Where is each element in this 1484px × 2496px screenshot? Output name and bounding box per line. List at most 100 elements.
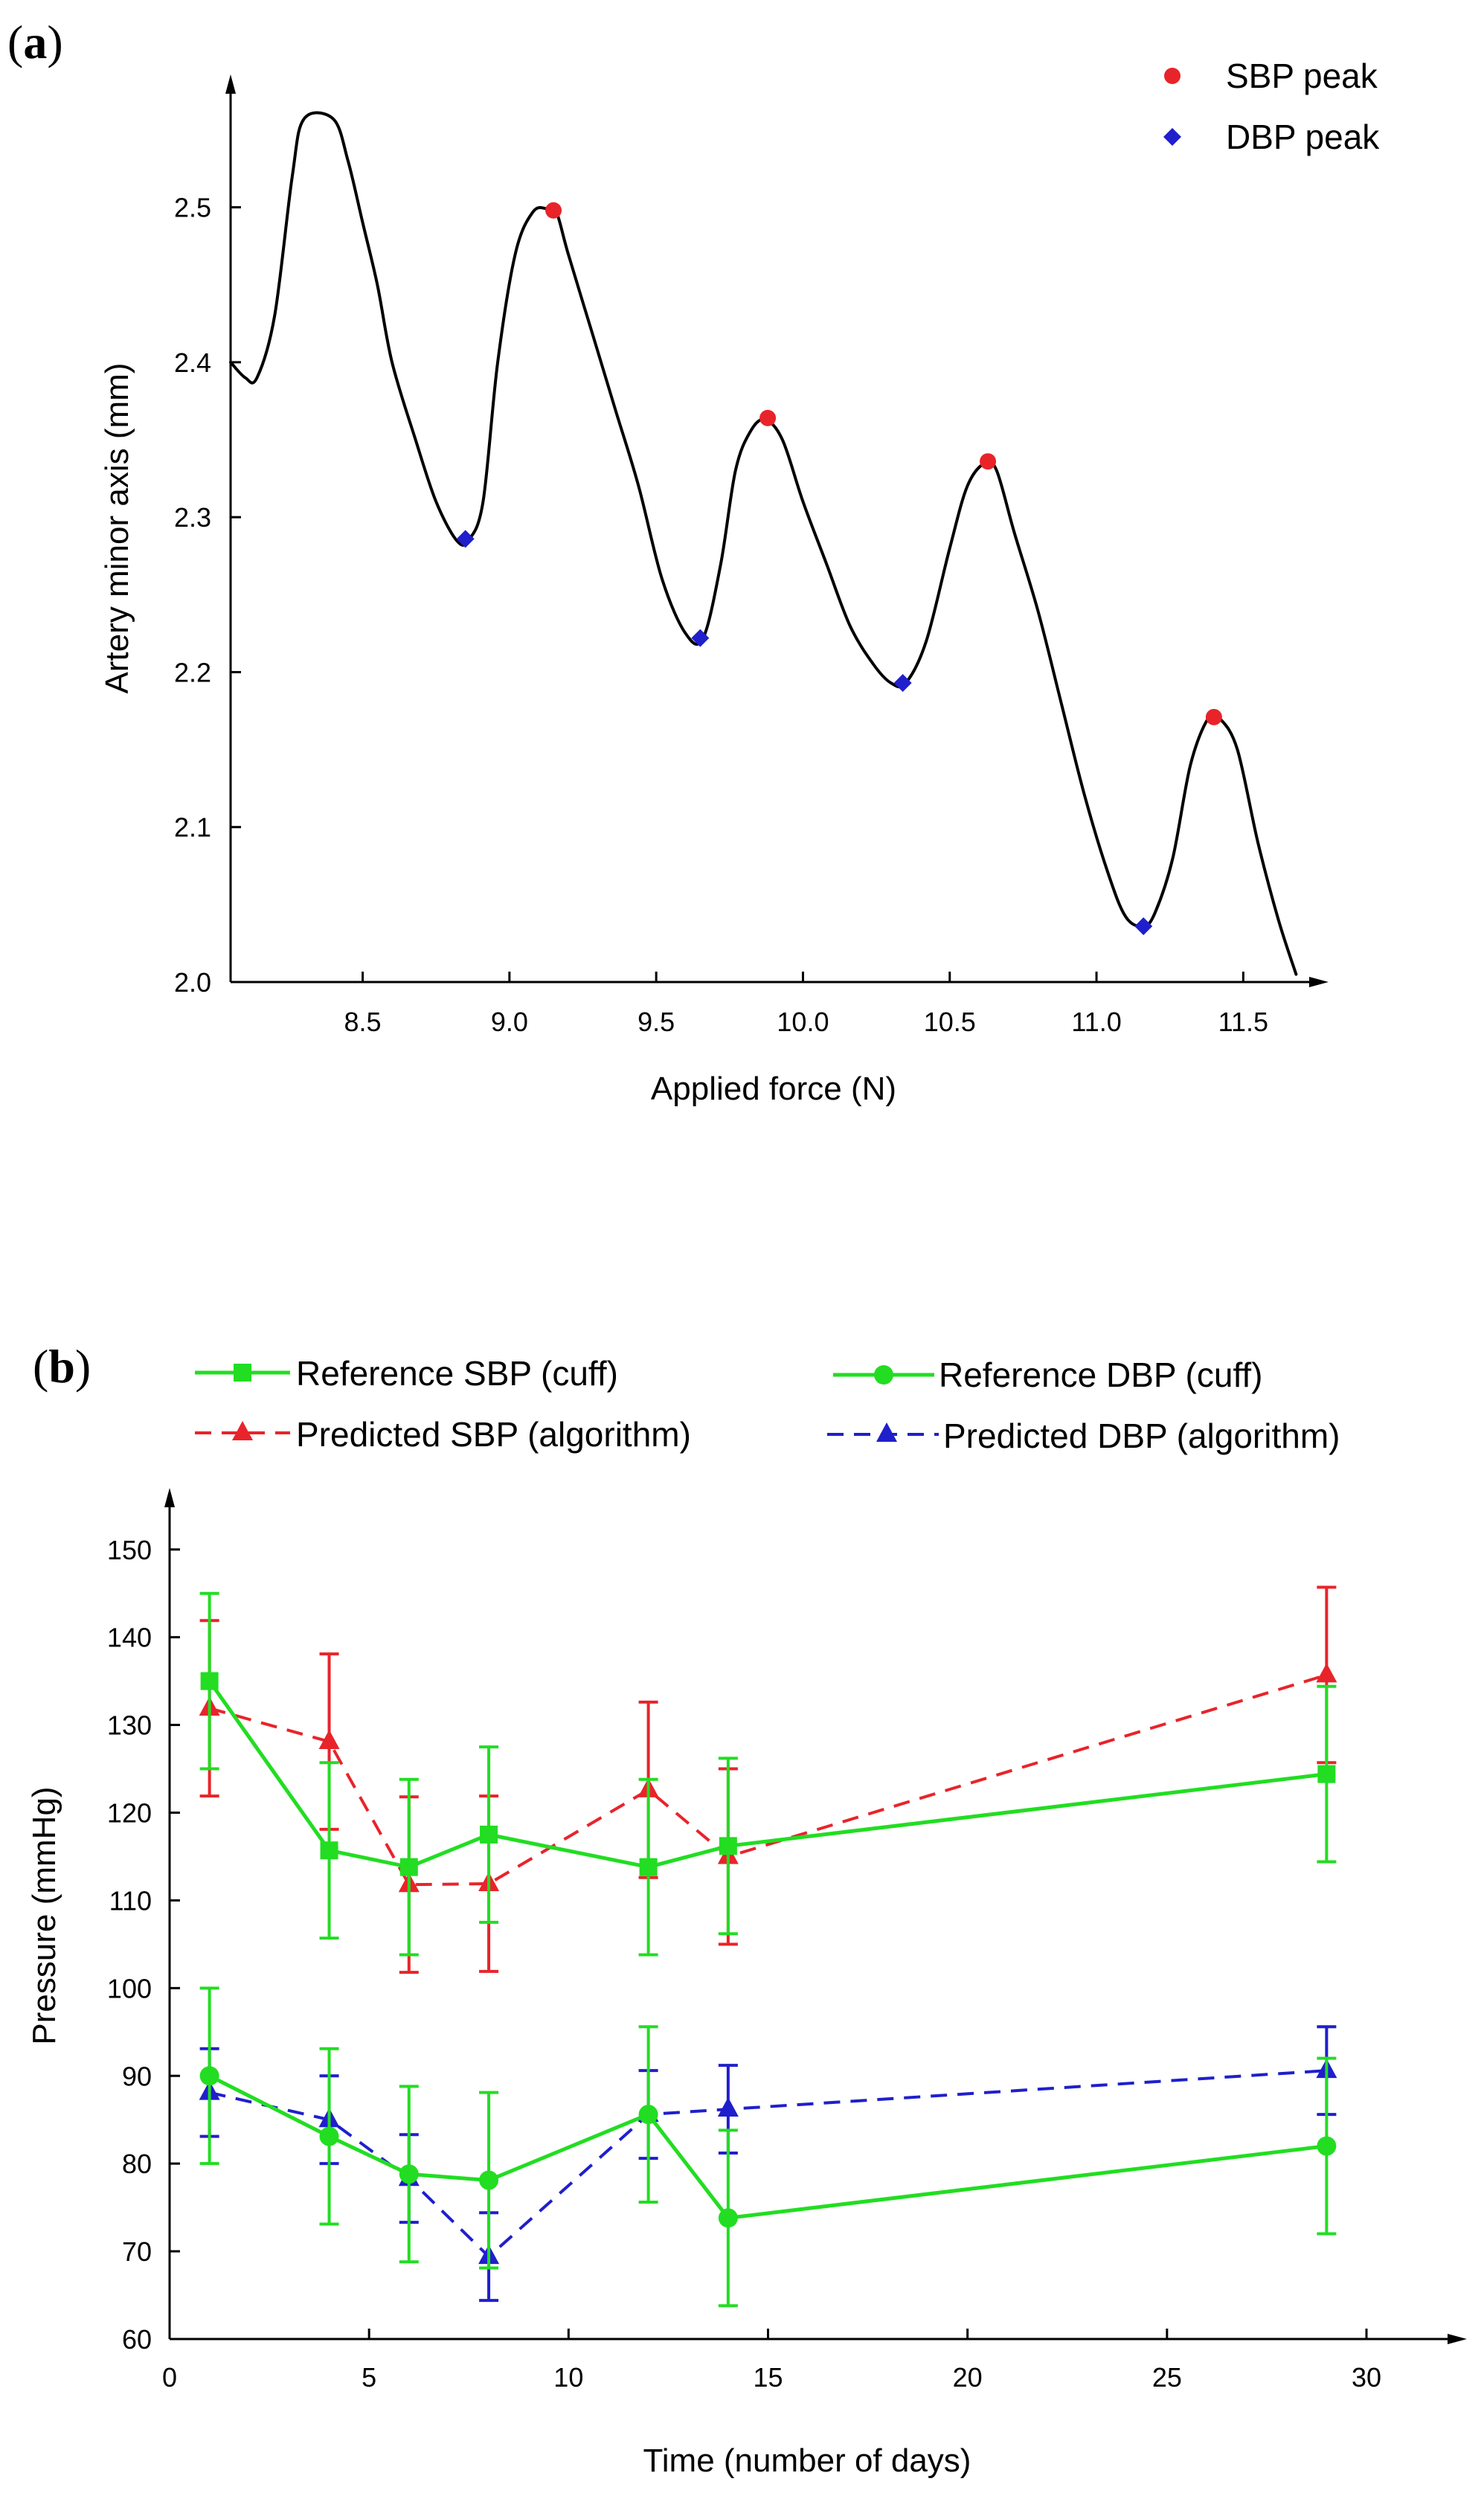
panel-b-x-tick-label-5: 25 [1152, 2362, 1182, 2393]
legend-pred-dbp-marker [876, 1422, 897, 1442]
panel-b-axes [164, 1488, 1467, 2344]
panel-b-label: (b) [33, 1340, 91, 1393]
panel-a-x-tick-label-5: 11.0 [1071, 1007, 1121, 1037]
legend-dbp-peak-label: DBP peak [1226, 118, 1380, 156]
dbp-peak-point-3 [1134, 917, 1153, 936]
panel-a-letter: a [23, 16, 47, 68]
panel-a-label: (a) [7, 16, 63, 68]
dbp-peak-point-2 [893, 674, 912, 693]
reference-dbp-cuff-point-1 [319, 2126, 339, 2146]
panel-b-x-tick-label-4: 20 [953, 2362, 983, 2393]
dbp-peak-point-1 [691, 629, 710, 647]
series-line-reference-dbp-cuff [208, 2074, 1327, 2220]
legend-pred-sbp-label: Predicted SBP (algorithm) [296, 1415, 691, 1454]
panel-a-y-tick-label-5: 2.5 [174, 193, 211, 223]
legend-ref-sbp-label: Reference SBP (cuff) [296, 1354, 618, 1393]
panel-b-legend: Reference SBP (cuff) Reference DBP (cuff… [195, 1354, 1340, 1455]
panel-b-y-tick-label-9: 150 [107, 1535, 152, 1565]
legend-sbp-peak-marker [1164, 68, 1181, 84]
panel-b-chart: Reference SBP (cuff) Reference DBP (cuff… [26, 1354, 1467, 2479]
legend-pred-dbp-label: Predicted DBP (algorithm) [943, 1417, 1340, 1455]
reference-sbp-cuff-point-6 [1317, 1765, 1336, 1783]
sbp-peak-point-3 [1205, 708, 1222, 725]
reference-sbp-cuff-point-4 [639, 1858, 658, 1876]
legend-ref-dbp-marker [874, 1365, 893, 1385]
sbp-peak-point-1 [759, 409, 777, 426]
panel-a-y-label: Artery minor axis (mm) [99, 363, 135, 694]
panel-b-y-tick-label-8: 140 [107, 1623, 152, 1653]
reference-dbp-cuff-point-0 [199, 2066, 219, 2086]
panel-b-letter: b [48, 1340, 75, 1393]
reference-dbp-cuff-point-6 [1317, 2136, 1337, 2156]
panel-b-x-tick-label-1: 5 [362, 2362, 376, 2393]
panel-b-y-tick-label-7: 130 [107, 1710, 152, 1741]
panel-a-y-tick-label-2: 2.2 [174, 657, 211, 687]
legend-pred-sbp-marker [232, 1421, 253, 1440]
panel-b-y-tick-label-1: 70 [122, 2236, 152, 2267]
reference-dbp-cuff-point-5 [718, 2208, 738, 2228]
reference-sbp-cuff-point-3 [480, 1825, 498, 1844]
reference-sbp-cuff-point-1 [320, 1841, 338, 1860]
panel-b-y-label: Pressure (mmHg) [26, 1786, 62, 2044]
sbp-peak-point-0 [545, 202, 562, 219]
series-line-reference-sbp-cuff [208, 1680, 1327, 1870]
panel-b-x-tick-label-2: 10 [553, 2362, 583, 2393]
reference-sbp-cuff-point-0 [200, 1672, 219, 1690]
series-line-predicted-sbp-algorithm [209, 1673, 1327, 1887]
reference-dbp-cuff-point-2 [399, 2164, 419, 2184]
panel-a-x-tick-label-2: 9.5 [637, 1007, 675, 1037]
reference-dbp-cuff-point-3 [479, 2170, 499, 2190]
panel-b-x-ticks: 0 5 10 15 20 25 30 [162, 2329, 1381, 2393]
predicted-dbp-algorithm-point-5 [717, 2097, 739, 2117]
reference-dbp-cuff-point-4 [638, 2105, 658, 2125]
reference-sbp-cuff-point-2 [399, 1858, 418, 1876]
panel-b-y-tick-label-6: 120 [107, 1798, 152, 1829]
predicted-sbp-algorithm-point-6 [1316, 1663, 1337, 1683]
panel-a-y-arrow [225, 74, 236, 94]
panel-a-y-tick-label-4: 2.4 [174, 347, 211, 378]
legend-sbp-peak-label: SBP peak [1226, 57, 1378, 95]
panel-a-x-arrow [1309, 977, 1329, 987]
sbp-peak-point-2 [980, 453, 997, 470]
panel-b-y-tick-label-5: 110 [109, 1885, 152, 1916]
legend-ref-sbp-marker [234, 1364, 251, 1382]
panel-a-x-tick-label-6: 11.5 [1218, 1007, 1268, 1037]
panel-a-x-tick-label-4: 10.5 [924, 1007, 976, 1037]
panel-b-y-tick-label-0: 60 [122, 2324, 152, 2355]
legend-dbp-peak-marker [1163, 128, 1181, 146]
panel-b-x-label: Time (number of days) [643, 2442, 971, 2479]
panel-a-x-tick-label-1: 9.0 [491, 1007, 528, 1037]
panel-a-y-tick-label-0: 2.0 [174, 967, 211, 998]
panel-a-chart: 8.5 9.0 9.5 10.0 10.5 11.0 11.5 2.02.12.22.32.… [99, 57, 1380, 1107]
panel-b-x-tick-label-6: 30 [1352, 2362, 1381, 2393]
panel-a-y-tick-label-3: 2.3 [174, 502, 211, 533]
reference-sbp-cuff-point-5 [719, 1837, 737, 1855]
panel-a-x-label: Applied force (N) [651, 1071, 896, 1107]
panel-a-y-ticks: 2.0 2.1 2.2 2.3 2.4 2.5 [174, 193, 241, 998]
panel-b-y-ticks: 60 70 80 90 100 110 120 130 140 150 [107, 1535, 180, 2355]
series-line-predicted-dbp-algorithm [209, 2069, 1327, 2259]
panel-a-y-tick-label-1: 2.1 [174, 812, 211, 843]
panel-a-x-ticks: 8.5 9.0 9.5 10.0 10.5 11.0 11.5 [344, 972, 1268, 1037]
dbp-peak-point-0 [456, 530, 475, 548]
panel-b-y-tick-label-3: 90 [122, 2061, 152, 2091]
legend-ref-dbp-label: Reference DBP (cuff) [939, 1356, 1263, 1394]
panel-b-y-tick-label-2: 80 [122, 2149, 152, 2179]
series-predicted-sbp-algorithm [199, 1585, 1337, 1974]
panel-a-legend: SBP peak DBP peak [1163, 57, 1380, 156]
series-reference-sbp-cuff [199, 1591, 1337, 1957]
panel-b-series [199, 1585, 1337, 2308]
panel-a-axes [225, 74, 1329, 987]
panel-b-x-arrow [1448, 2334, 1467, 2344]
panel-a-markers [456, 202, 1222, 936]
panel-a-x-tick-label-0: 8.5 [344, 1007, 382, 1037]
panel-b-x-tick-label-0: 0 [162, 2362, 177, 2393]
panel-b-y-arrow [164, 1488, 175, 1507]
panel-b-x-tick-label-3: 15 [753, 2362, 783, 2393]
panel-a-curve [229, 111, 1298, 976]
series-reference-dbp-cuff [199, 1986, 1337, 2308]
panel-b-y-tick-label-4: 100 [107, 1973, 152, 2003]
predicted-sbp-algorithm-point-1 [318, 1729, 340, 1749]
panel-a-x-tick-label-3: 10.0 [777, 1007, 829, 1037]
